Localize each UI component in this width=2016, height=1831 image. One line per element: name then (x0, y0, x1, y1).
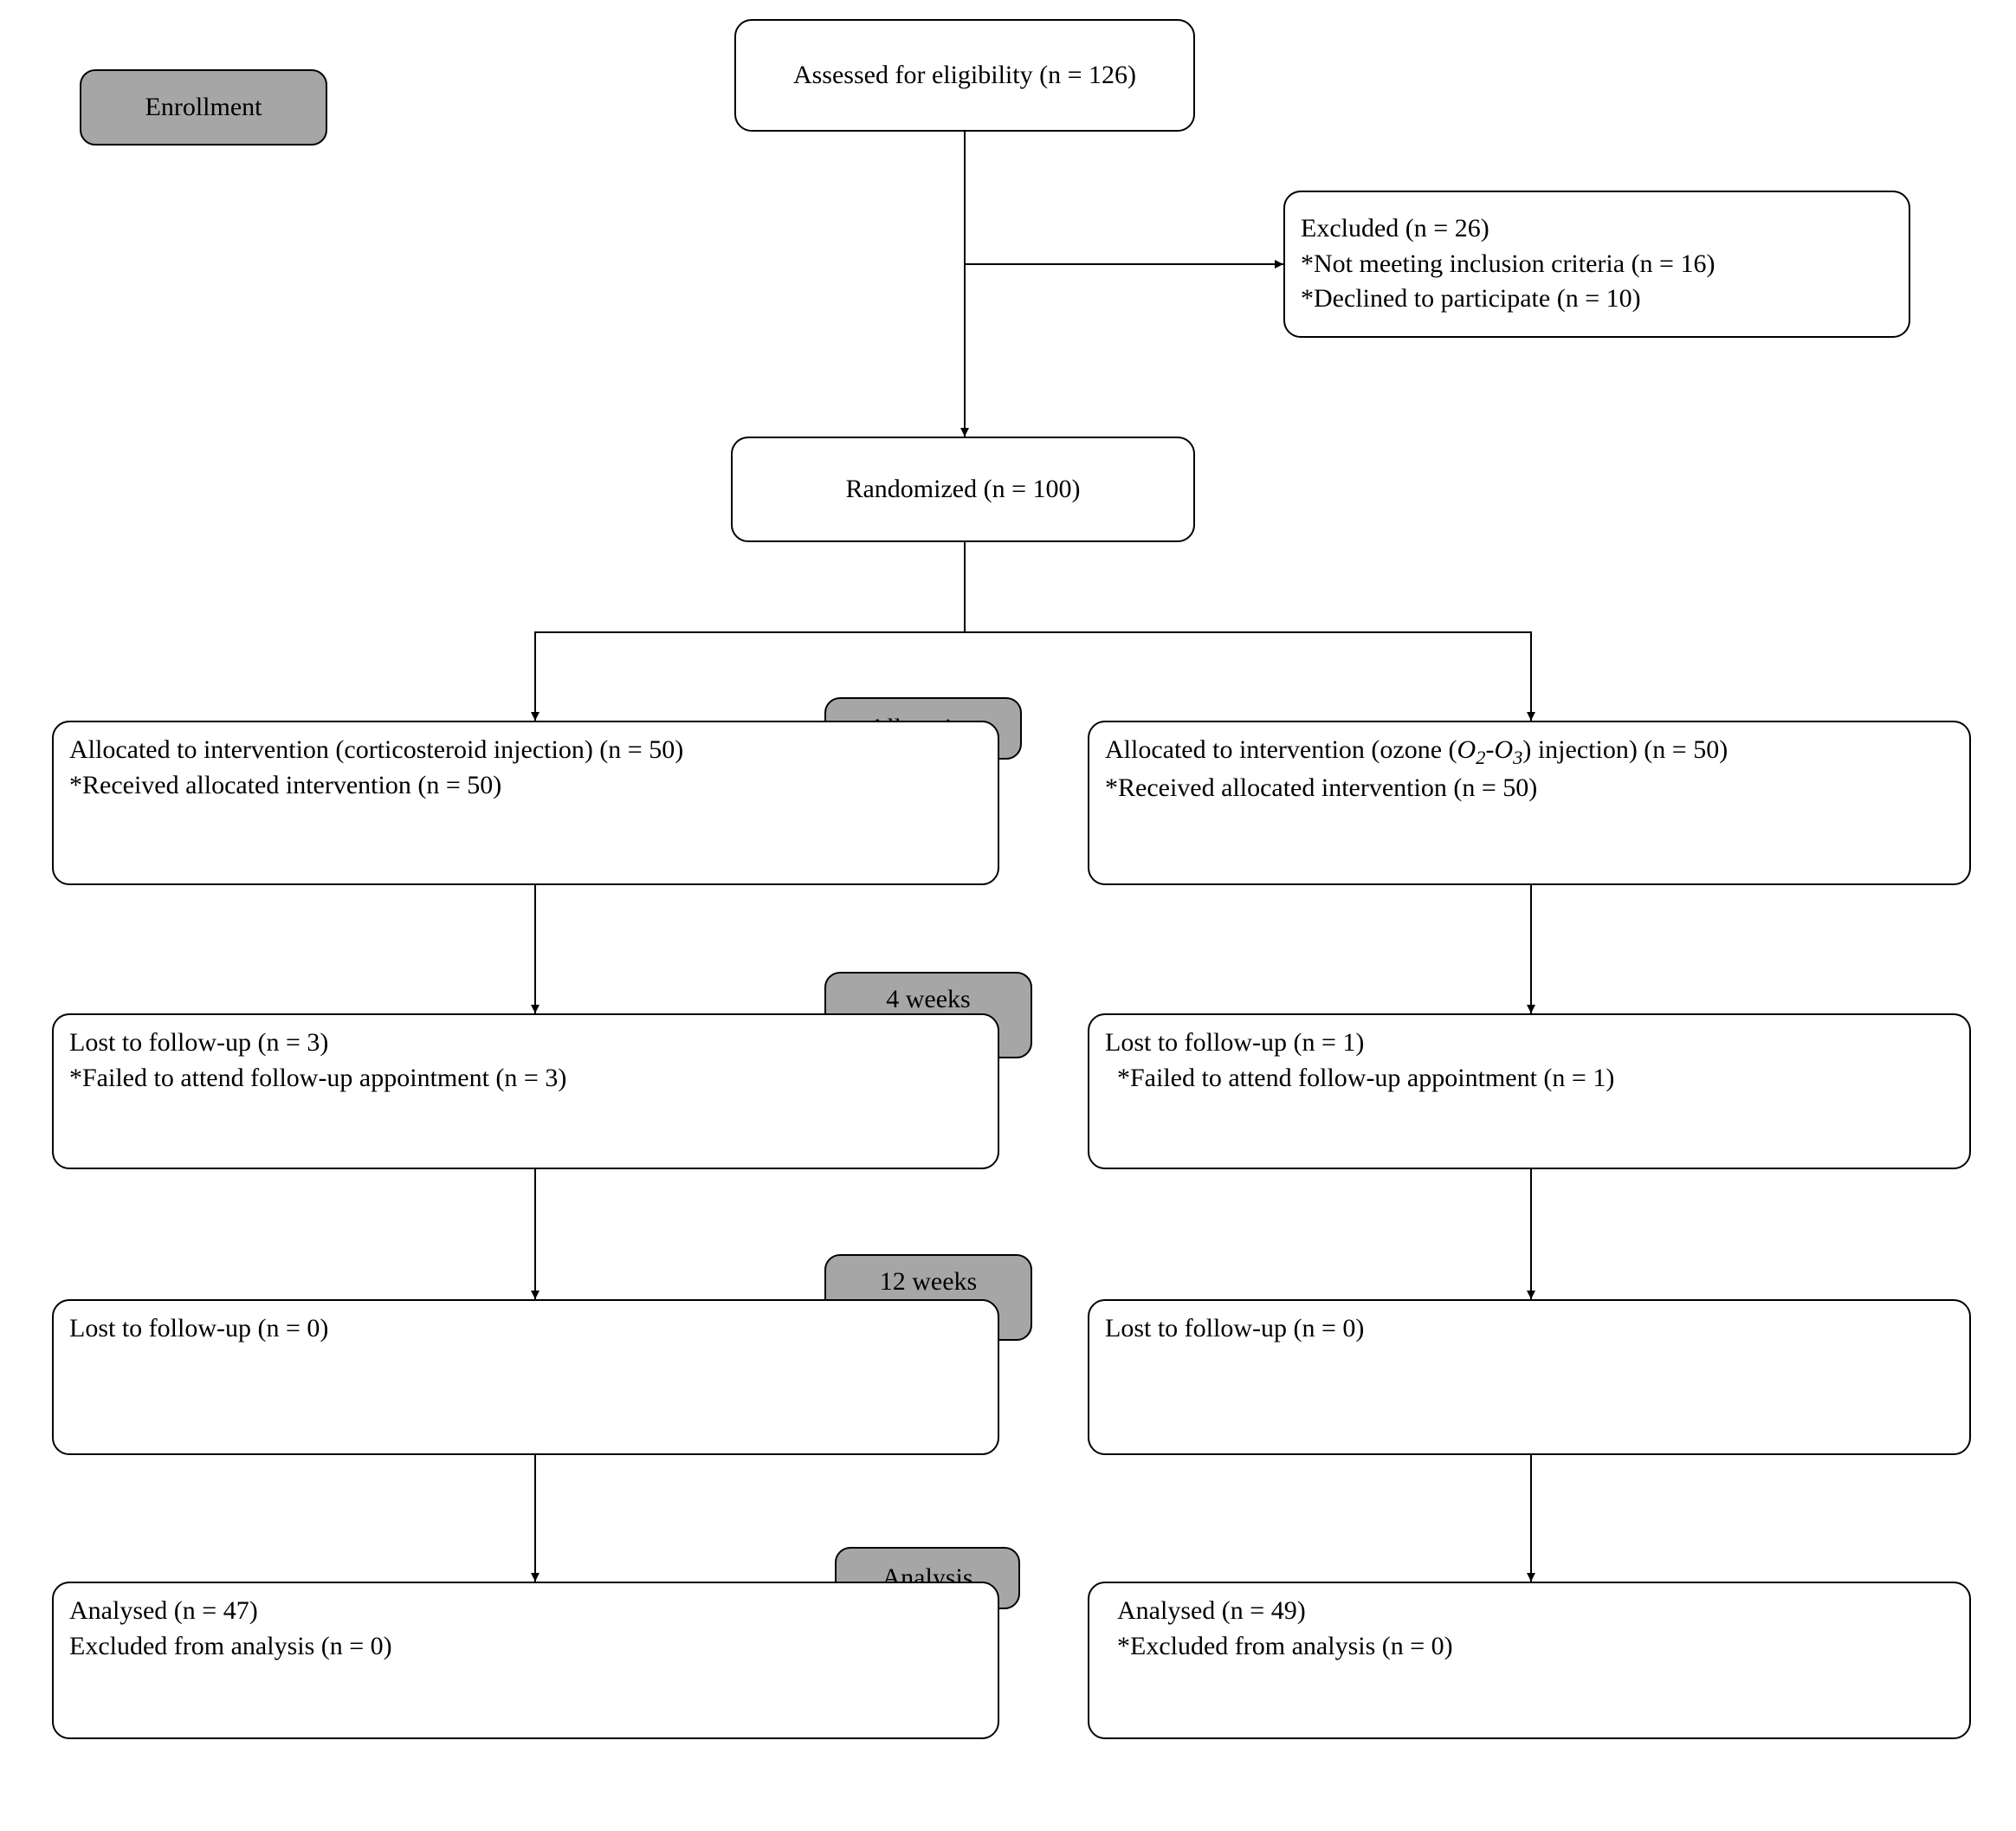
alloc-right-prefix: Allocated to intervention (ozone ( (1105, 735, 1457, 764)
ozone-formula: O2-O3 (1457, 735, 1523, 764)
ana-right-line1: Analysed (n = 49) (1117, 1594, 1306, 1629)
excluded-line3: *Declined to participate (n = 10) (1301, 281, 1641, 317)
ana-right-line2: *Excluded from analysis (n = 0) (1117, 1629, 1453, 1665)
ana-left-line1: Analysed (n = 47) (69, 1594, 258, 1629)
fu12-left-box: Lost to follow-up (n = 0) (52, 1299, 999, 1455)
ana-left-box: Analysed (n = 47) Excluded from analysis… (52, 1582, 999, 1739)
alloc-left-line1: Allocated to intervention (corticosteroi… (69, 733, 683, 768)
assessed-text: Assessed for eligibility (n = 126) (793, 58, 1136, 94)
ana-right-box: Analysed (n = 49) *Excluded from analysi… (1088, 1582, 1971, 1739)
fu12-left-text: Lost to follow-up (n = 0) (69, 1311, 328, 1347)
fu4-right-line2: *Failed to attend follow-up appointment … (1117, 1061, 1614, 1097)
excluded-box: Excluded (n = 26) *Not meeting inclusion… (1283, 191, 1910, 338)
alloc-right-box: Allocated to intervention (ozone (O2-O3)… (1088, 721, 1971, 885)
fu12-right-text: Lost to follow-up (n = 0) (1105, 1311, 1364, 1347)
alloc-right-suffix: ) injection) (n = 50) (1522, 735, 1728, 764)
enrollment-badge: Enrollment (80, 69, 327, 146)
assessed-box: Assessed for eligibility (n = 126) (734, 19, 1195, 132)
randomized-text: Randomized (n = 100) (845, 472, 1080, 508)
fu4-right-line1: Lost to follow-up (n = 1) (1105, 1025, 1364, 1061)
ana-left-line2: Excluded from analysis (n = 0) (69, 1629, 392, 1665)
fu4-right-box: Lost to follow-up (n = 1) *Failed to att… (1088, 1013, 1971, 1169)
randomized-box: Randomized (n = 100) (731, 437, 1195, 542)
excluded-line2: *Not meeting inclusion criteria (n = 16) (1301, 247, 1715, 282)
alloc-right-line2: *Received allocated intervention (n = 50… (1105, 771, 1537, 806)
fu4-left-line2: *Failed to attend follow-up appointment … (69, 1061, 566, 1097)
fu4-left-box: Lost to follow-up (n = 3) *Failed to att… (52, 1013, 999, 1169)
excluded-line1: Excluded (n = 26) (1301, 211, 1489, 247)
alloc-right-line1: Allocated to intervention (ozone (O2-O3)… (1105, 733, 1728, 771)
alloc-left-box: Allocated to intervention (corticosteroi… (52, 721, 999, 885)
fu4-left-line1: Lost to follow-up (n = 3) (69, 1025, 328, 1061)
alloc-left-line2: *Received allocated intervention (n = 50… (69, 768, 501, 804)
enrollment-label: Enrollment (145, 92, 262, 123)
fu12-right-box: Lost to follow-up (n = 0) (1088, 1299, 1971, 1455)
